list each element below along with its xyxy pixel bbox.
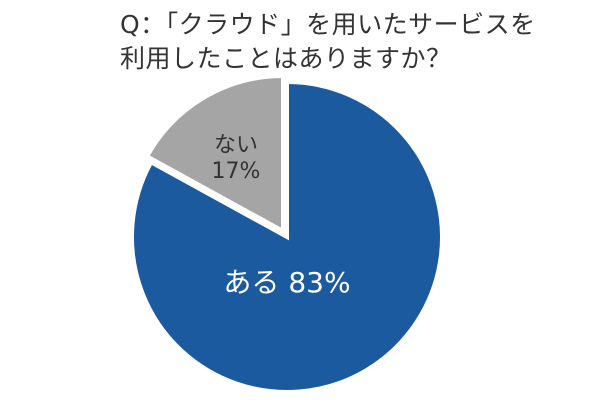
slice-label-nai-value: 17% <box>212 159 261 184</box>
question-line-1: Q：「クラウド」を用いたサービスを <box>120 10 536 39</box>
question-title: Q：「クラウド」を用いたサービスを 利用したことはありますか？ <box>120 8 600 76</box>
pie-slice-nai <box>144 73 285 235</box>
question-line-2: 利用したことはありますか？ <box>120 44 452 73</box>
pie-slice-aru <box>130 79 444 394</box>
slice-label-aru: ある 83% <box>223 266 350 299</box>
slice-label-nai-name: ない <box>214 133 258 158</box>
